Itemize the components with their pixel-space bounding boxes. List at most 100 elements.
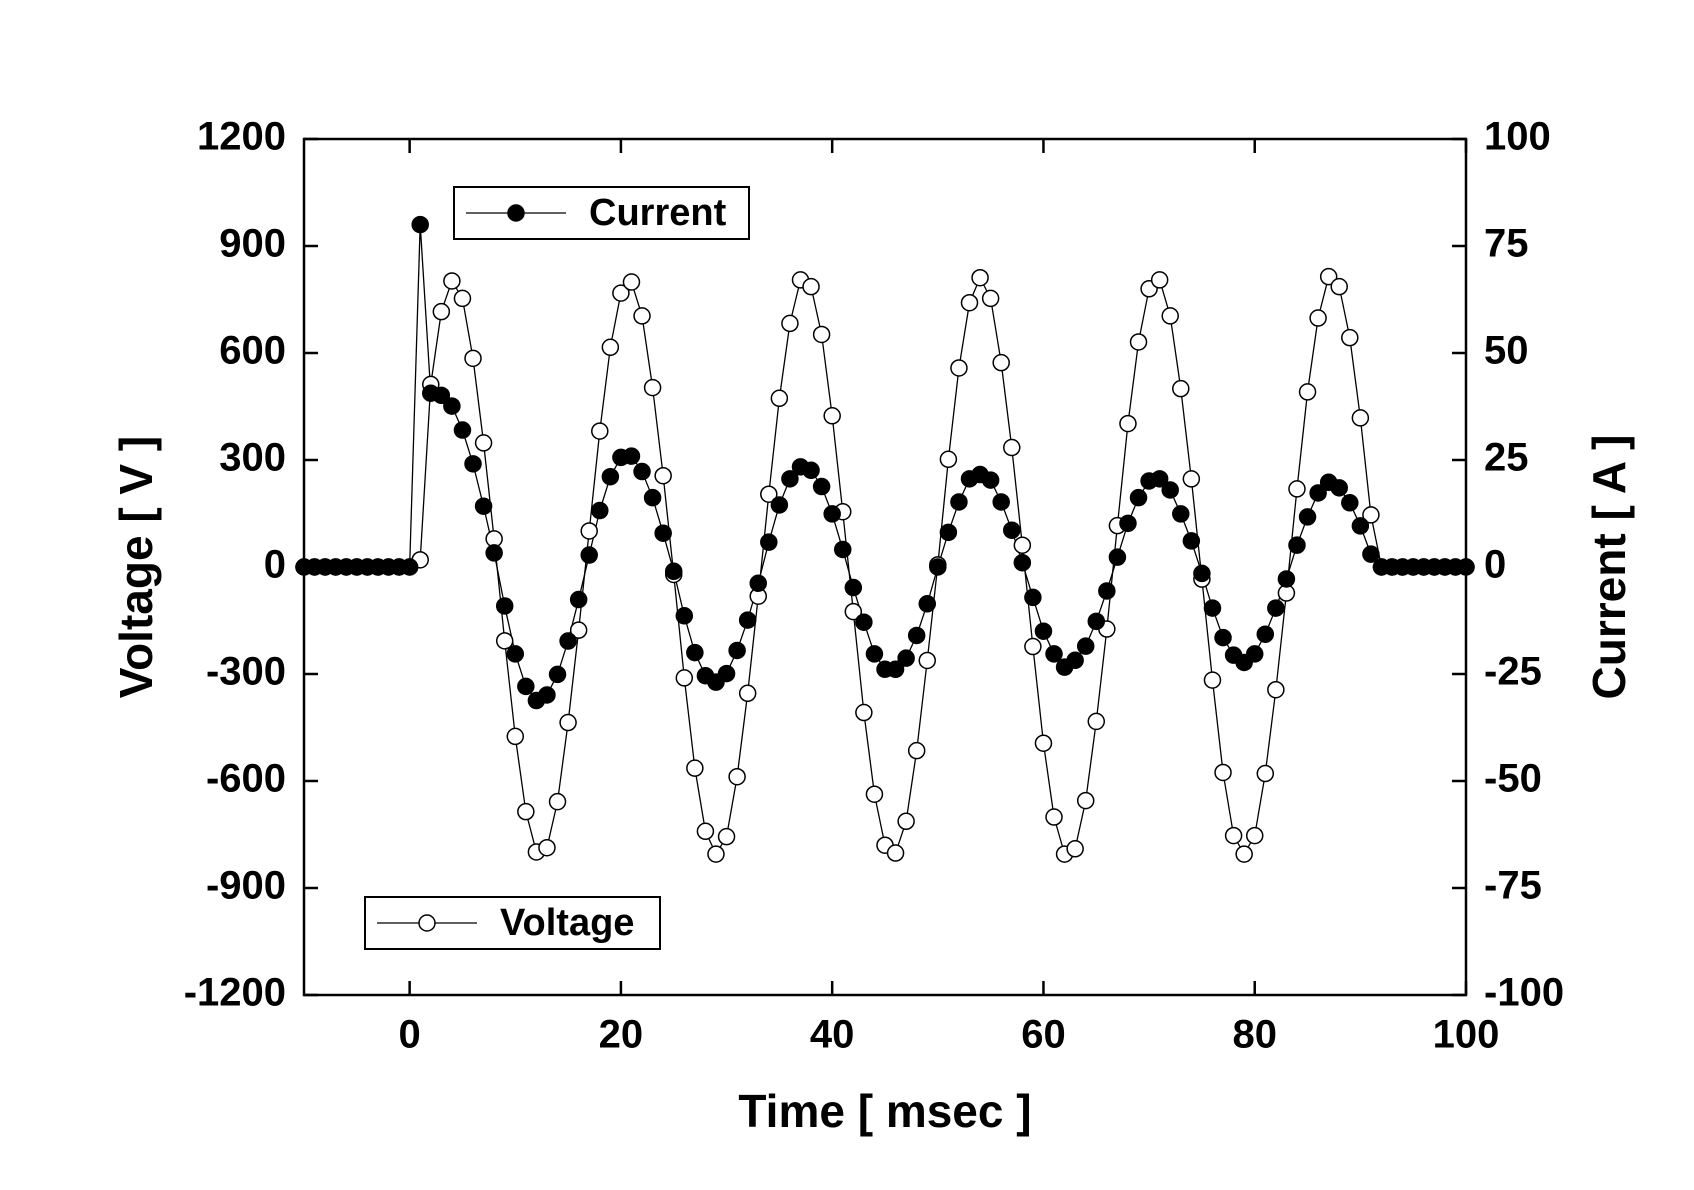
data-point (464, 455, 482, 473)
data-point (1457, 558, 1475, 576)
plot-frame (302, 137, 1468, 997)
data-point (897, 812, 915, 831)
data-point (495, 597, 514, 615)
data-point (1129, 333, 1148, 351)
data-point (1341, 494, 1359, 512)
y-tick-label: -600 (206, 757, 286, 801)
data-point (1235, 845, 1253, 863)
y-tick-label: 600 (219, 329, 286, 373)
data-point (591, 501, 609, 520)
data-point (612, 284, 630, 302)
data-point (770, 496, 789, 514)
data-point (580, 546, 598, 564)
data-point (802, 277, 820, 296)
y2-axis-title: Current [ A ] (1583, 435, 1635, 700)
y2-tick-label: 75 (1484, 222, 1529, 266)
data-point (664, 562, 683, 581)
data-point (1362, 545, 1380, 563)
data-point (517, 677, 535, 696)
data-point (812, 325, 831, 344)
data-point (569, 621, 588, 639)
x-tick-label: 40 (810, 1013, 855, 1057)
data-point (643, 378, 662, 397)
data-point (1066, 840, 1084, 858)
data-point (686, 643, 704, 662)
data-point (1045, 645, 1063, 663)
data-point (633, 462, 651, 481)
data-point (432, 302, 451, 321)
data-point (939, 450, 958, 469)
data-point (738, 684, 757, 703)
data-point (1245, 645, 1264, 663)
data-point (1172, 379, 1190, 398)
y-axis-title: Voltage [ V ] (110, 436, 162, 698)
data-point (1298, 508, 1317, 526)
data-point (1066, 651, 1084, 670)
data-point (1013, 536, 1032, 554)
data-point (897, 649, 915, 667)
data-point (559, 632, 577, 650)
data-point (907, 626, 926, 645)
data-point (453, 421, 472, 439)
data-point (675, 669, 694, 687)
data-point (1193, 564, 1211, 583)
data-point (1034, 734, 1053, 752)
data-point (1161, 481, 1179, 499)
x-tick-label: 20 (599, 1013, 644, 1057)
data-point (1098, 582, 1116, 600)
data-point (823, 407, 841, 425)
data-point (760, 485, 778, 503)
data-point (717, 664, 736, 683)
legend-marker (507, 204, 525, 222)
data-point (907, 741, 926, 760)
data-point (749, 574, 767, 593)
data-point (1076, 791, 1095, 810)
data-point (686, 759, 704, 777)
data-point (506, 727, 525, 746)
data-point (1182, 470, 1201, 488)
data-point (443, 397, 461, 415)
data-point (675, 607, 694, 625)
data-point (802, 461, 820, 480)
y2-tick-label: 25 (1484, 436, 1529, 480)
data-point (1214, 628, 1232, 647)
data-point (485, 544, 503, 562)
data-point (781, 470, 799, 488)
data-point (1362, 506, 1380, 524)
data-point (474, 497, 493, 515)
data-point (580, 522, 598, 540)
data-point (950, 359, 968, 377)
data-point (1203, 671, 1222, 689)
data-point (1309, 309, 1327, 327)
data-point (591, 422, 609, 440)
data-point (844, 602, 863, 621)
data-point (1150, 470, 1169, 488)
x-axis-title: Time [ msec ] (738, 1085, 1031, 1137)
data-point (1182, 532, 1201, 550)
data-point (1087, 612, 1106, 631)
data-point (1267, 680, 1285, 699)
data-point (1013, 553, 1032, 572)
data-point (1298, 383, 1317, 401)
data-point (474, 434, 493, 452)
data-point (1172, 505, 1190, 523)
y2-tick-label: -100 (1484, 971, 1564, 1015)
y2-tick-label: -75 (1484, 864, 1542, 908)
x-tick-label: 80 (1232, 1013, 1277, 1057)
legend-marker (418, 914, 436, 932)
legend-label: Current (589, 192, 727, 234)
data-point (1288, 536, 1306, 554)
data-point (865, 645, 884, 663)
data-point (538, 838, 556, 857)
data-point (1214, 763, 1232, 782)
data-point (495, 632, 514, 650)
y2-tick-label: 100 (1484, 115, 1551, 159)
data-point (622, 273, 641, 291)
data-point (728, 641, 746, 660)
data-point (569, 590, 588, 609)
data-point (971, 268, 989, 287)
data-point (1267, 599, 1285, 617)
data-point (707, 845, 725, 863)
data-point (992, 493, 1010, 511)
